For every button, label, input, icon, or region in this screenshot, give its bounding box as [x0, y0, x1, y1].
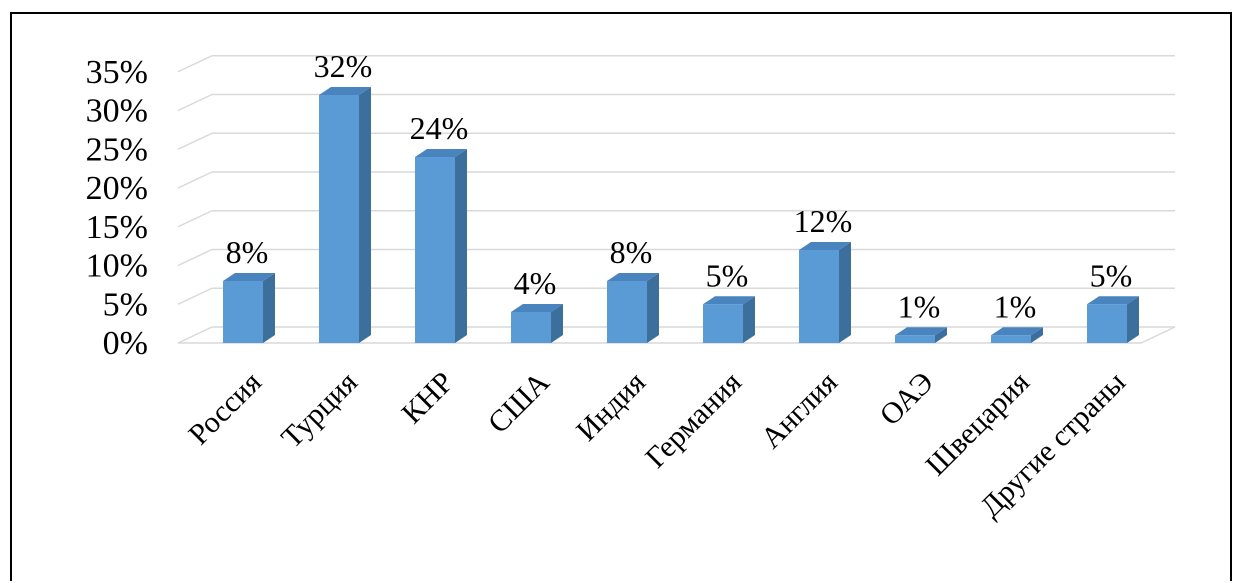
bar [319, 95, 359, 343]
bar-top [991, 327, 1043, 336]
bar-top [223, 273, 275, 281]
bar [895, 335, 935, 343]
bar-top [607, 273, 659, 281]
data-label: 4% [514, 265, 557, 301]
bar [703, 304, 743, 343]
gridline-side-10 [177, 248, 213, 267]
gridline-side-25 [177, 132, 213, 150]
bar-side [743, 296, 755, 343]
bar [607, 281, 647, 343]
bar-side [551, 304, 563, 343]
gridline-side-30 [177, 93, 213, 112]
bar-top [703, 296, 755, 305]
y-tick-label: 25% [86, 131, 148, 168]
data-label: 5% [1090, 257, 1133, 293]
bar-side [839, 242, 851, 343]
bar [1087, 304, 1127, 343]
data-label: 8% [610, 234, 653, 270]
gridline-side-35 [177, 55, 213, 73]
category-label: Германия [639, 365, 748, 474]
bar-top [511, 304, 563, 312]
bar-side [1127, 296, 1139, 343]
data-label: 8% [226, 234, 269, 270]
y-tick-label: 15% [86, 209, 148, 246]
bar [799, 250, 839, 343]
bar-side [455, 149, 467, 343]
chart-frame: 0% 5% 10% 15% 20% 25% 30% 35% 8% Россия 32% Турция 2… [10, 12, 1232, 581]
data-label: 12% [794, 203, 853, 239]
bar-side [935, 327, 947, 343]
data-label: 1% [994, 288, 1037, 324]
data-label: 5% [706, 257, 749, 293]
data-label: 1% [898, 288, 941, 324]
gridline-side-20 [177, 171, 213, 189]
bar [991, 335, 1031, 343]
bar-side [263, 273, 275, 343]
bar-chart: 0%5%10%15%20%25%30%35%8%Россия32%Турция2… [86, 48, 1176, 524]
floor-edge-right [1140, 326, 1176, 344]
bar-top [1087, 296, 1139, 305]
category-label: КНР [395, 366, 460, 431]
gridline-side-5 [177, 287, 213, 305]
bar-top [319, 87, 371, 95]
bar [511, 312, 551, 343]
category-label: США [482, 365, 556, 439]
category-label: Турция [275, 365, 364, 454]
category-label: Англия [755, 365, 844, 454]
data-label: 32% [314, 48, 373, 84]
category-label: ОАЭ [874, 366, 940, 432]
bar [223, 281, 263, 343]
bar-side [359, 87, 371, 343]
bar-top [415, 149, 467, 157]
bar-top [895, 327, 947, 336]
y-tick-label: 20% [86, 170, 148, 207]
bar-side [647, 273, 659, 343]
y-tick-label: 10% [86, 248, 148, 285]
y-tick-label: 30% [86, 93, 148, 130]
gridline-side-15 [177, 210, 213, 228]
bar-top [799, 242, 851, 250]
bar [415, 157, 455, 343]
gridline-side-0 [177, 326, 213, 344]
y-tick-label: 35% [86, 54, 148, 91]
data-label: 24% [410, 110, 469, 146]
bar-side [1031, 327, 1043, 343]
category-label: Индия [570, 365, 652, 447]
category-label: Россия [182, 365, 268, 451]
y-tick-label: 0% [103, 325, 148, 362]
y-tick-label: 5% [103, 286, 148, 323]
